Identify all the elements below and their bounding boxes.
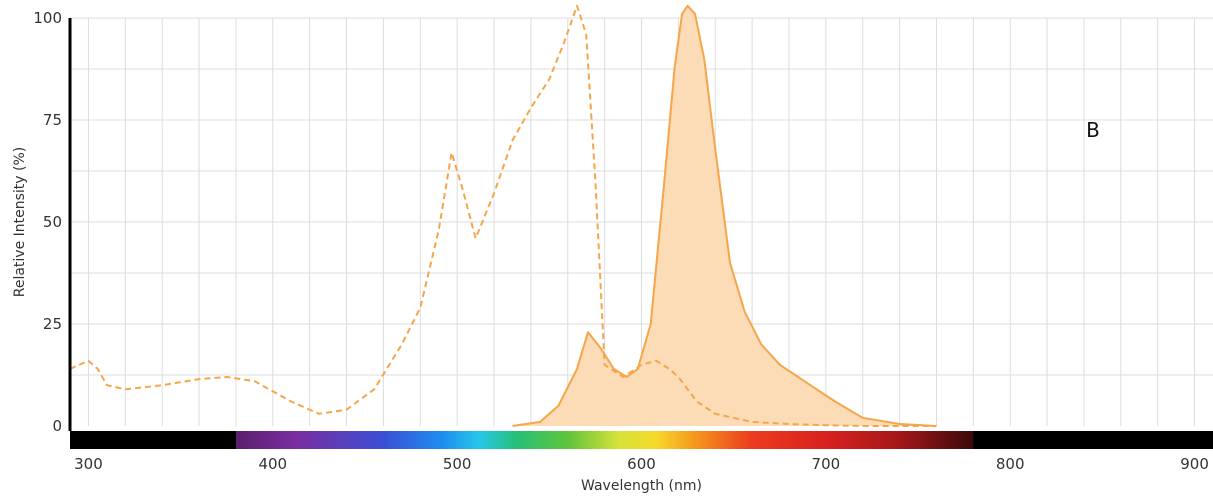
y-tick-label: 75 <box>43 111 62 129</box>
x-tick-label: 800 <box>996 455 1025 473</box>
series-1-line <box>69 4 937 427</box>
x-tick-label: 300 <box>74 455 103 473</box>
y-tick-label: 0 <box>52 417 62 435</box>
y-axis-title: Relative Intensity (%) <box>12 147 28 298</box>
panel-label: B <box>1086 118 1100 142</box>
y-tick-label: 50 <box>43 213 62 231</box>
fill-layer <box>512 5 937 427</box>
x-axis-title: Wavelength (nm) <box>581 478 702 494</box>
series-layer <box>69 4 937 427</box>
spectrum-bar-visible <box>235 431 974 449</box>
x-tick-label: 400 <box>258 455 287 473</box>
x-tick-label: 500 <box>443 455 472 473</box>
x-axis-ticks: 300 400 500 600 700 800 900 <box>74 455 1209 473</box>
x-tick-label: 600 <box>627 455 656 473</box>
series-2-area <box>512 5 937 427</box>
y-axis-ticks: 0 25 50 75 100 <box>33 9 62 435</box>
spectrum-bar <box>70 431 1213 449</box>
y-tick-label: 25 <box>43 315 62 333</box>
x-tick-label: 900 <box>1180 455 1209 473</box>
x-tick-label: 700 <box>812 455 841 473</box>
grid <box>70 17 1213 426</box>
y-tick-label: 100 <box>33 9 62 27</box>
series-2-line <box>512 4 937 427</box>
